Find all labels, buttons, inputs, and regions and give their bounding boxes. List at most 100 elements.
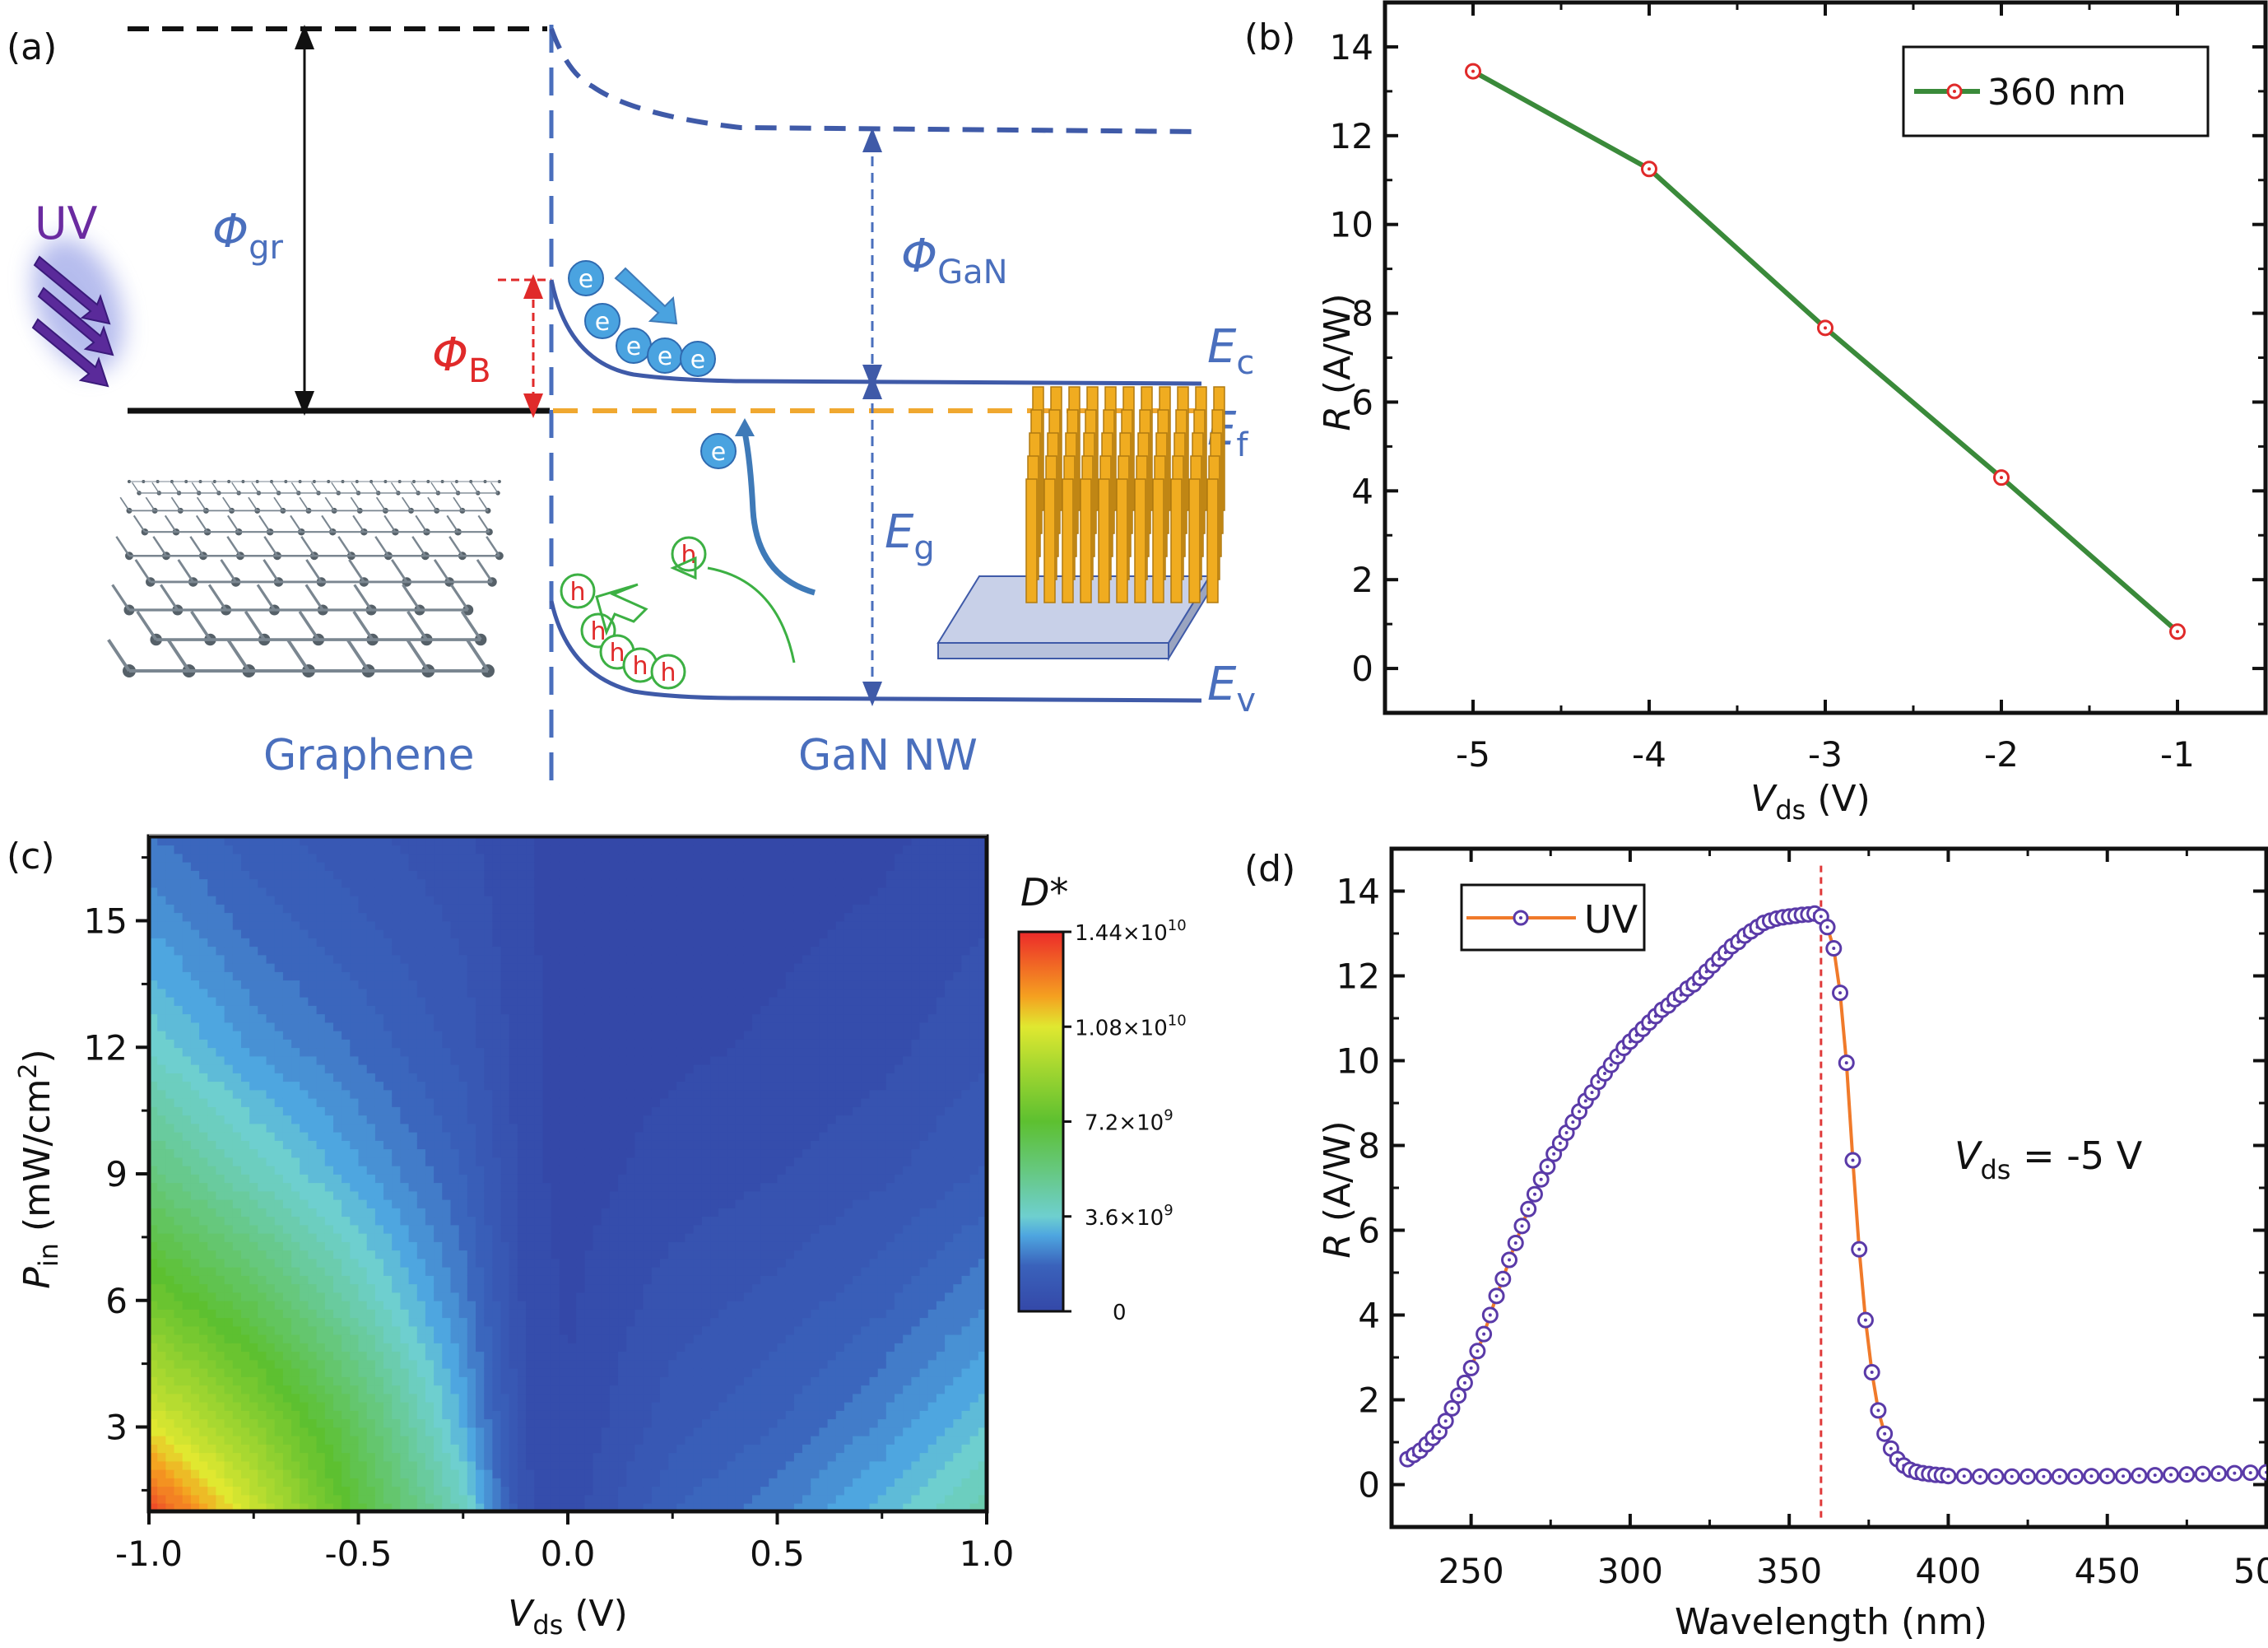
heatmap-cell xyxy=(350,1005,360,1015)
heatmap-cell xyxy=(224,1216,234,1226)
heatmap-cell xyxy=(157,1393,167,1403)
heatmap-cell xyxy=(324,1435,334,1445)
heatmap-cell xyxy=(199,1250,209,1259)
heatmap-cell xyxy=(174,1494,184,1504)
heatmap-cell xyxy=(157,887,167,896)
heatmap-cell xyxy=(392,1232,402,1242)
heatmap-cell xyxy=(416,853,426,863)
heatmap-cell xyxy=(484,1140,494,1150)
heatmap-cell xyxy=(542,1190,552,1200)
heatmap-cell xyxy=(392,1401,402,1411)
heatmap-cell xyxy=(542,887,552,896)
heatmap-cell xyxy=(358,1343,368,1352)
heatmap-cell xyxy=(232,954,242,964)
heatmap-cell xyxy=(174,1418,184,1428)
heatmap-cell xyxy=(241,887,250,896)
heatmap-cell xyxy=(467,1359,476,1369)
heatmap-cell xyxy=(534,895,544,905)
heatmap-cell xyxy=(450,988,460,998)
carbon-bond xyxy=(286,639,310,673)
heatmap-cell xyxy=(383,1502,393,1511)
heatmap-cell xyxy=(324,1073,334,1082)
heatmap-cell xyxy=(492,1351,502,1361)
heatmap-cell xyxy=(149,861,158,871)
heatmap-cell xyxy=(342,1073,351,1082)
heatmap-cell xyxy=(383,1047,393,1057)
heatmap-cell xyxy=(316,1292,326,1301)
heatmap-cell xyxy=(425,878,435,888)
heatmap-cell xyxy=(149,1148,158,1158)
heatmap-cell xyxy=(517,1013,527,1023)
heatmap-cell xyxy=(224,887,234,896)
heatmap-cell xyxy=(484,1073,494,1082)
heatmap-cell xyxy=(207,1334,217,1343)
heatmap-cell xyxy=(392,1367,402,1377)
heatmap-cell xyxy=(241,1216,250,1226)
heatmap-cell xyxy=(324,1140,334,1150)
heatmap-cell xyxy=(333,1351,342,1361)
heatmap-cell xyxy=(199,904,209,914)
heatmap-cell xyxy=(316,1005,326,1015)
heatmap-cell xyxy=(291,1165,301,1175)
heatmap-cell xyxy=(383,1393,393,1403)
heatmap-cell xyxy=(609,1241,619,1251)
heatmap-cell xyxy=(291,996,301,1006)
heatmap-cell xyxy=(534,1494,544,1504)
heatmap-cell xyxy=(165,1385,175,1394)
heatmap-cell xyxy=(291,1486,301,1496)
heatmap-cell xyxy=(300,954,309,964)
heatmap-cell xyxy=(308,1478,318,1487)
heatmap-cell xyxy=(374,1325,384,1335)
heatmap-cell xyxy=(316,1435,326,1445)
heatmap-cell xyxy=(199,1427,209,1436)
heatmap-cell xyxy=(358,1266,368,1276)
heatmap-cell xyxy=(601,929,611,938)
heatmap-cell xyxy=(568,1250,577,1259)
heatmap-cell xyxy=(358,1047,368,1057)
heatmap-cell xyxy=(484,1157,494,1166)
heatmap-cell xyxy=(249,1064,259,1073)
heatmap-cell xyxy=(182,1174,192,1184)
heatmap-cell xyxy=(416,836,426,846)
heatmap-cell xyxy=(249,912,259,922)
heatmap-cell xyxy=(492,1182,502,1192)
heatmap-cell xyxy=(333,870,342,880)
heatmap-cell xyxy=(149,1266,158,1276)
heatmap-cell xyxy=(165,1494,175,1504)
heatmap-cell xyxy=(274,1241,284,1251)
heatmap-cell xyxy=(199,929,209,938)
heatmap-cell xyxy=(157,1030,167,1040)
heatmap-cell xyxy=(266,1427,276,1436)
heatmap-cell xyxy=(576,1478,586,1487)
heatmap-cell xyxy=(551,1224,560,1234)
hole-4 xyxy=(650,654,686,690)
heatmap-cell xyxy=(291,904,301,914)
heatmap-cell xyxy=(258,971,267,981)
heatmap-cell xyxy=(282,946,292,956)
heatmap-cell xyxy=(282,861,292,871)
heatmap-cell xyxy=(576,1300,586,1310)
electron-0 xyxy=(568,260,604,296)
heatmap-cell xyxy=(249,1224,259,1234)
heatmap-cell xyxy=(576,1376,586,1386)
heatmap-cell xyxy=(366,1283,376,1293)
heatmap-cell xyxy=(609,1089,619,1099)
heatmap-cell xyxy=(190,912,200,922)
heatmap-cell xyxy=(450,1317,460,1327)
heatmap-cell xyxy=(190,1064,200,1073)
heatmap-cell xyxy=(400,887,410,896)
heatmap-cell xyxy=(274,1039,284,1049)
heatmap-cell xyxy=(358,1157,368,1166)
heatmap-cell xyxy=(517,1460,527,1470)
heatmap-cell xyxy=(308,1097,318,1107)
heatmap-cell xyxy=(324,1241,334,1251)
heatmap-cell xyxy=(333,971,342,981)
heatmap-cell xyxy=(199,1081,209,1091)
heatmap-cell xyxy=(467,980,476,989)
heatmap-cell xyxy=(542,845,552,854)
heatmap-cell xyxy=(342,1275,351,1285)
heatmap-cell xyxy=(476,1469,485,1478)
heatmap-cell xyxy=(266,1418,276,1428)
heatmap-cell xyxy=(258,1064,267,1073)
heatmap-cell xyxy=(232,1469,242,1478)
